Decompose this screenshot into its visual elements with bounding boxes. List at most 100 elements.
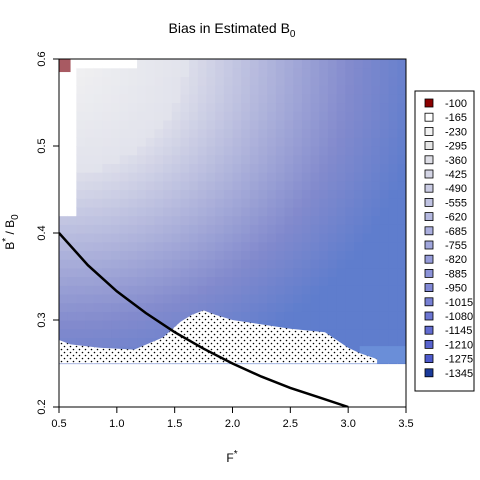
- heatmap-cell: [180, 241, 190, 251]
- heatmap-cell: [67, 206, 77, 217]
- heatmap-cell: [59, 224, 69, 234]
- heatmap-cell: [275, 241, 286, 251]
- heatmap-cell: [379, 259, 390, 269]
- heatmap-cell: [111, 67, 121, 77]
- heatmap-cell: [336, 320, 346, 330]
- heatmap-cell: [189, 163, 199, 173]
- heatmap-cell: [397, 259, 406, 269]
- heatmap-cell: [267, 389, 277, 399]
- heatmap-cell: [119, 398, 130, 407]
- heatmap-cell: [362, 137, 372, 147]
- heatmap-cell: [137, 128, 147, 138]
- heatmap-cell: [249, 189, 260, 199]
- heatmap-cell: [145, 215, 156, 225]
- heatmap-cell: [215, 293, 225, 304]
- heatmap-cell: [171, 380, 182, 391]
- heatmap-cell: [128, 267, 138, 278]
- heatmap-cell: [267, 276, 277, 286]
- heatmap-cell: [128, 67, 138, 77]
- heatmap-cell: [171, 111, 182, 121]
- heatmap-cell: [180, 172, 190, 182]
- heatmap-cell: [379, 137, 390, 147]
- heatmap-cell: [102, 380, 112, 391]
- heatmap-cell: [275, 206, 286, 217]
- heatmap-cell: [102, 206, 112, 217]
- heatmap-cell: [301, 93, 312, 104]
- heatmap-cell: [85, 59, 95, 69]
- heatmap-cell: [397, 328, 406, 338]
- heatmap-cell: [232, 259, 242, 269]
- heatmap-cell: [345, 76, 355, 86]
- heatmap-cell: [154, 67, 164, 77]
- heatmap-cell: [249, 172, 260, 182]
- heatmap-cell: [345, 337, 355, 347]
- heatmap-cell: [59, 259, 69, 269]
- heatmap-cell: [111, 398, 121, 407]
- heatmap-cell: [371, 380, 381, 391]
- heatmap-cell: [319, 111, 329, 121]
- heatmap-cell: [249, 398, 260, 407]
- heatmap-cell: [154, 111, 164, 121]
- heatmap-cell: [249, 93, 260, 104]
- heatmap-cell: [223, 293, 234, 304]
- heatmap-cell: [93, 137, 103, 147]
- heatmap-cell: [163, 76, 173, 86]
- heatmap-cell: [59, 267, 69, 278]
- heatmap-cell: [319, 180, 329, 191]
- heatmap-cell: [371, 198, 381, 208]
- heatmap-cell: [180, 198, 190, 208]
- heatmap-cell: [128, 337, 138, 347]
- heatmap-cell: [241, 259, 251, 269]
- heatmap-cell: [215, 172, 225, 182]
- heatmap-cell: [353, 363, 364, 373]
- heatmap-cell: [336, 267, 346, 278]
- heatmap-cell: [206, 259, 216, 269]
- heatmap-cell: [336, 215, 346, 225]
- heatmap-cell: [275, 163, 286, 173]
- heatmap-cell: [223, 302, 234, 312]
- heatmap-cell: [59, 276, 69, 286]
- y-tick-label: 0.3: [36, 312, 48, 327]
- heatmap-cell: [119, 233, 130, 243]
- heatmap-cell: [293, 215, 303, 225]
- heatmap-cell: [301, 137, 312, 147]
- heatmap-cell: [319, 119, 329, 130]
- heatmap-cell: [362, 276, 372, 286]
- heatmap-cell: [397, 380, 406, 391]
- heatmap-cell: [85, 250, 95, 260]
- heatmap-cell: [258, 67, 268, 77]
- heatmap-cell: [223, 285, 234, 295]
- heatmap-cell: [345, 67, 355, 77]
- heatmap-cell: [111, 111, 121, 121]
- heatmap-cell: [336, 137, 346, 147]
- heatmap-cell: [241, 267, 251, 278]
- heatmap-cell: [189, 267, 199, 278]
- heatmap-cell: [137, 233, 147, 243]
- heatmap-cell: [371, 119, 381, 130]
- heatmap-cell: [128, 363, 138, 373]
- heatmap-cell: [137, 259, 147, 269]
- legend-swatch: [424, 112, 434, 122]
- heatmap-cell: [206, 233, 216, 243]
- heatmap-cell: [119, 119, 130, 130]
- heatmap-cell: [163, 241, 173, 251]
- heatmap-cell: [241, 206, 251, 217]
- legend-swatch: [424, 141, 434, 151]
- heatmap-cell: [301, 233, 312, 243]
- heatmap-cell: [154, 93, 164, 104]
- heatmap-cell: [275, 285, 286, 295]
- heatmap-cell: [310, 93, 320, 104]
- heatmap-cell: [371, 85, 381, 95]
- heatmap-cell: [93, 154, 103, 164]
- heatmap-cell: [197, 172, 208, 182]
- heatmap-cell: [197, 206, 208, 217]
- heatmap-cell: [189, 206, 199, 217]
- heatmap-cell: [397, 93, 406, 104]
- heatmap-cell: [241, 198, 251, 208]
- heatmap-cell: [67, 146, 77, 156]
- heatmap-cell: [93, 276, 103, 286]
- heatmap-cell: [102, 85, 112, 95]
- heatmap-cell: [258, 276, 268, 286]
- heatmap-cell: [353, 76, 364, 86]
- heatmap-cell: [111, 102, 121, 112]
